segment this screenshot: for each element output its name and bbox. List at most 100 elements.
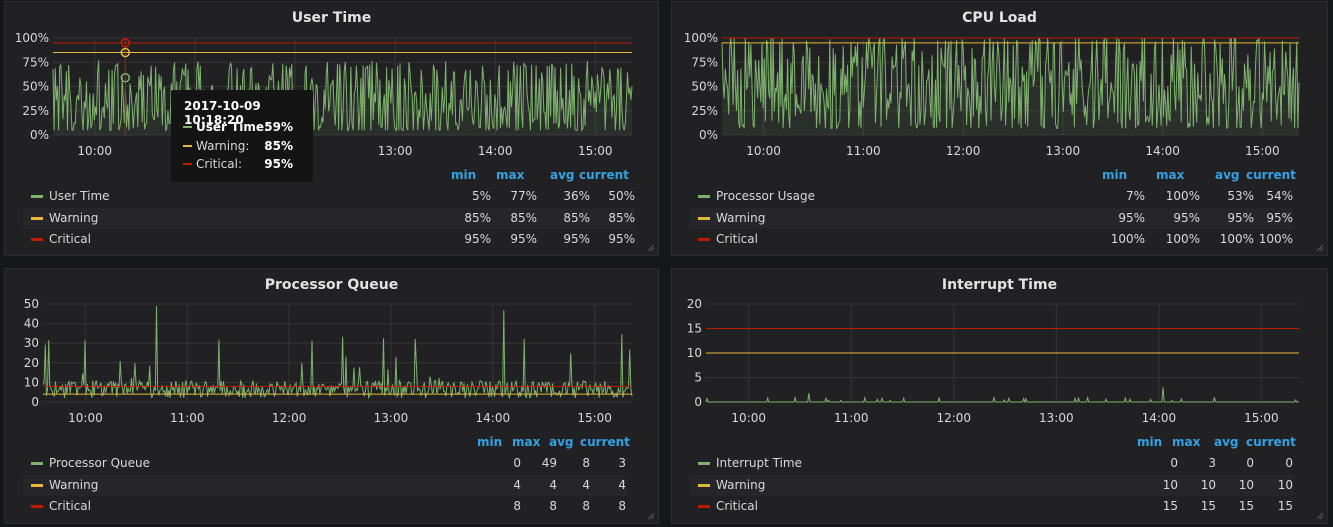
legend-avg: 0 bbox=[1246, 456, 1254, 470]
legend-max: 100% bbox=[1165, 232, 1200, 246]
legend-max: 95% bbox=[1173, 211, 1200, 225]
panel-title[interactable]: CPU Load bbox=[962, 10, 1037, 26]
y-tick-label: 25% bbox=[691, 104, 718, 118]
legend-header-min[interactable]: min bbox=[1102, 168, 1128, 182]
series-color-swatch[interactable] bbox=[698, 217, 710, 220]
resize-handle-icon[interactable] bbox=[647, 512, 655, 520]
legend-series-name[interactable]: Interrupt Time bbox=[716, 456, 802, 470]
x-tick-label: 11:00 bbox=[846, 144, 881, 158]
legend-header-avg[interactable]: avg bbox=[1215, 168, 1240, 182]
user-time-chart[interactable]: 0%25%50%75%100%10:0011:0012:0013:0014:00… bbox=[5, 2, 660, 172]
legend-min: 0 bbox=[513, 456, 521, 470]
legend-row-processor-queue[interactable]: Processor Queue 0 49 8 3 bbox=[23, 453, 626, 474]
graph-tooltip: 2017-10-09 10:18:20 User Time: 59% Warni… bbox=[171, 90, 313, 182]
resize-handle-icon[interactable] bbox=[1316, 244, 1324, 252]
legend-row-processor-usage[interactable]: Processor Usage 7% 100% 53% 54% bbox=[690, 186, 1293, 207]
series-color-swatch[interactable] bbox=[698, 195, 710, 198]
legend-avg: 95% bbox=[563, 232, 590, 246]
y-tick-label: 20 bbox=[687, 297, 702, 311]
legend-series-name[interactable]: Warning bbox=[49, 478, 99, 492]
y-tick-label: 20 bbox=[24, 356, 39, 370]
series-line-user-time[interactable] bbox=[52, 60, 633, 132]
series-color-swatch[interactable] bbox=[698, 484, 710, 487]
legend-header-current[interactable]: current bbox=[579, 168, 629, 182]
legend-row-warning[interactable]: Warning 95% 95% 95% 95% bbox=[690, 208, 1293, 229]
cpu-load-chart[interactable]: 0% 25% 50% 75% 100% 10:00 11:00 12:00 13:00 14:00… bbox=[672, 2, 1329, 172]
series-color-swatch[interactable] bbox=[698, 462, 710, 465]
legend-min: 95% bbox=[1118, 211, 1145, 225]
legend-header-max[interactable]: max bbox=[1156, 168, 1185, 182]
legend-avg: 8 bbox=[582, 499, 590, 513]
panel-title[interactable]: Interrupt Time bbox=[941, 277, 1058, 293]
series-line-processor-queue[interactable] bbox=[42, 305, 633, 400]
tooltip-series-swatch bbox=[183, 145, 192, 147]
series-color-swatch[interactable] bbox=[698, 238, 710, 241]
legend-row-critical[interactable]: Critical 100% 100% 100% 100% bbox=[690, 229, 1293, 250]
panel-title[interactable]: User Time bbox=[291, 10, 372, 26]
legend-header-current[interactable]: current bbox=[1246, 435, 1296, 449]
x-tick-label: 14:00 bbox=[478, 144, 513, 158]
legend-row-warning[interactable]: Warning 85% 85% 85% 85% bbox=[23, 208, 635, 229]
processor-queue-chart[interactable]: 0 10 20 30 40 50 10:00 11:00 12:00 13:00 14:00 15:0… bbox=[5, 269, 660, 439]
legend-max: 77% bbox=[510, 189, 537, 203]
legend-series-name[interactable]: User Time bbox=[49, 189, 110, 203]
series-color-swatch[interactable] bbox=[31, 484, 43, 487]
legend-header-min[interactable]: min bbox=[1137, 435, 1163, 449]
x-tick-label: 10:00 bbox=[68, 411, 103, 425]
series-color-swatch[interactable] bbox=[31, 505, 43, 508]
x-tick-label: 15:00 bbox=[578, 144, 613, 158]
legend-row-critical[interactable]: Critical 15 15 15 15 bbox=[690, 496, 1293, 517]
legend-max: 100% bbox=[1165, 189, 1200, 203]
panel-title[interactable]: Processor Queue bbox=[264, 277, 399, 293]
panel-user-time: User Time 0%25%50%75%100%10:0011:0012:00… bbox=[4, 1, 659, 256]
legend-avg: 8 bbox=[582, 456, 590, 470]
legend-header-min[interactable]: min bbox=[451, 168, 477, 182]
series-color-swatch[interactable] bbox=[31, 462, 43, 465]
legend-row-user-time[interactable]: User Time 5% 77% 36% 50% bbox=[23, 186, 635, 207]
legend-series-name[interactable]: Warning bbox=[716, 211, 766, 225]
legend-avg: 4 bbox=[582, 478, 590, 492]
hover-point-marker bbox=[120, 47, 131, 58]
legend-header-avg[interactable]: avg bbox=[1214, 435, 1239, 449]
legend-header-max[interactable]: max bbox=[496, 168, 525, 182]
y-tick-label: 75% bbox=[22, 55, 49, 69]
series-color-swatch[interactable] bbox=[31, 195, 43, 198]
legend-series-name[interactable]: Warning bbox=[716, 478, 766, 492]
legend-header-max[interactable]: max bbox=[512, 435, 541, 449]
series-color-swatch[interactable] bbox=[698, 505, 710, 508]
legend-series-name[interactable]: Processor Usage bbox=[716, 189, 815, 203]
legend-current: 95% bbox=[1266, 211, 1293, 225]
y-tick-label: 5 bbox=[694, 371, 702, 385]
resize-handle-icon[interactable] bbox=[1316, 512, 1324, 520]
tooltip-series-value: 59% bbox=[264, 120, 293, 134]
legend-series-name[interactable]: Critical bbox=[716, 499, 758, 513]
legend-header-max[interactable]: max bbox=[1172, 435, 1201, 449]
legend-row-critical[interactable]: Critical 95% 95% 95% 95% bbox=[23, 229, 635, 250]
legend-avg: 10 bbox=[1238, 478, 1254, 492]
legend-row-warning[interactable]: Warning 4 4 4 4 bbox=[23, 475, 626, 496]
legend-header-min[interactable]: min bbox=[477, 435, 503, 449]
legend-series-name[interactable]: Warning bbox=[49, 211, 99, 225]
x-tick-label: 10:00 bbox=[77, 144, 112, 158]
series-color-swatch[interactable] bbox=[31, 238, 43, 241]
legend-row-warning[interactable]: Warning 10 10 10 10 bbox=[690, 475, 1293, 496]
legend-header-avg[interactable]: avg bbox=[549, 435, 574, 449]
legend-row-critical[interactable]: Critical 8 8 8 8 bbox=[23, 496, 626, 517]
legend-avg: 85% bbox=[563, 211, 590, 225]
interrupt-time-chart[interactable]: 0 5 10 15 20 10:00 11:00 12:00 13:00 14:00 15:00 bbox=[672, 269, 1329, 439]
legend-header-avg[interactable]: avg bbox=[550, 168, 575, 182]
resize-handle-icon[interactable] bbox=[647, 244, 655, 252]
legend-avg: 100% bbox=[1219, 232, 1254, 246]
legend-header-current[interactable]: current bbox=[580, 435, 630, 449]
series-line-interrupt-time[interactable] bbox=[705, 387, 1299, 404]
legend-series-name[interactable]: Processor Queue bbox=[49, 456, 151, 470]
y-tick-label: 0% bbox=[699, 128, 718, 142]
x-tick-label: 10:00 bbox=[746, 144, 781, 158]
legend-header-current[interactable]: current bbox=[1246, 168, 1296, 182]
legend-series-name[interactable]: Critical bbox=[716, 232, 758, 246]
tooltip-row: Critical: 95% bbox=[183, 157, 303, 173]
series-color-swatch[interactable] bbox=[31, 217, 43, 220]
legend-series-name[interactable]: Critical bbox=[49, 232, 91, 246]
legend-series-name[interactable]: Critical bbox=[49, 499, 91, 513]
legend-row-interrupt-time[interactable]: Interrupt Time 0 3 0 0 bbox=[690, 453, 1293, 474]
